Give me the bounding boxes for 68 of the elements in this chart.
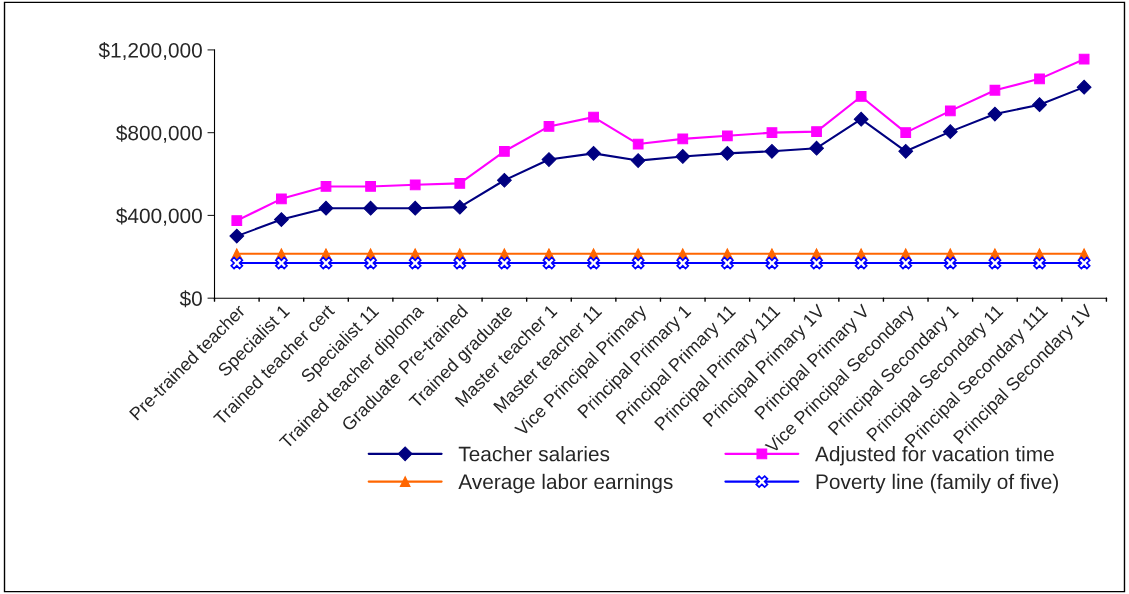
point [408,256,422,270]
point [588,111,599,123]
point [409,179,421,191]
y-tick-label: $400,000 [116,207,202,226]
point [853,111,869,127]
point [1034,73,1045,85]
point [452,199,468,215]
point [454,177,466,189]
point [855,91,867,102]
point [809,140,824,156]
point [942,124,958,140]
legend-label: Average labor earnings [458,473,673,494]
point [630,153,646,168]
point [587,256,600,270]
point [499,145,510,157]
point [541,152,557,167]
point [274,212,289,227]
point [854,256,868,270]
point [363,200,378,216]
y-tick-label: $800,000 [116,124,202,143]
legend-label: Adjusted for vacation time [815,446,1054,466]
point [229,228,245,244]
point [407,200,423,216]
point [677,133,689,145]
point [365,181,376,192]
point [900,127,912,139]
point [631,256,645,270]
point [719,145,735,161]
point [319,256,333,270]
point [944,105,956,117]
point [721,130,733,142]
point [989,84,1001,96]
y-tick-label: $0 [179,290,202,308]
point [676,256,690,270]
point [318,200,334,216]
point [275,256,288,270]
point [1078,53,1090,65]
point [320,181,332,192]
point [766,127,778,139]
point [276,193,287,205]
point [987,106,1003,122]
point [898,143,914,159]
y-tick-label: $1,200,000 [98,42,202,61]
point [811,126,822,138]
legend-label: Poverty line (family of five) [816,473,1058,494]
point [765,256,779,270]
legend-label: Teacher salaries [458,446,610,462]
point [230,256,244,270]
point [632,138,644,150]
point [720,256,734,270]
point [1032,97,1047,113]
point [542,256,556,270]
point [453,256,467,270]
point [810,256,823,270]
point [675,149,691,164]
point [231,215,243,226]
point [586,145,601,161]
point [497,256,511,270]
point [496,172,512,188]
point [943,256,957,270]
point [1033,256,1046,270]
point [364,256,377,270]
point [988,256,1002,270]
point [543,121,555,132]
point [764,143,780,159]
point [1077,256,1091,270]
point [899,256,913,270]
point [1076,79,1092,95]
